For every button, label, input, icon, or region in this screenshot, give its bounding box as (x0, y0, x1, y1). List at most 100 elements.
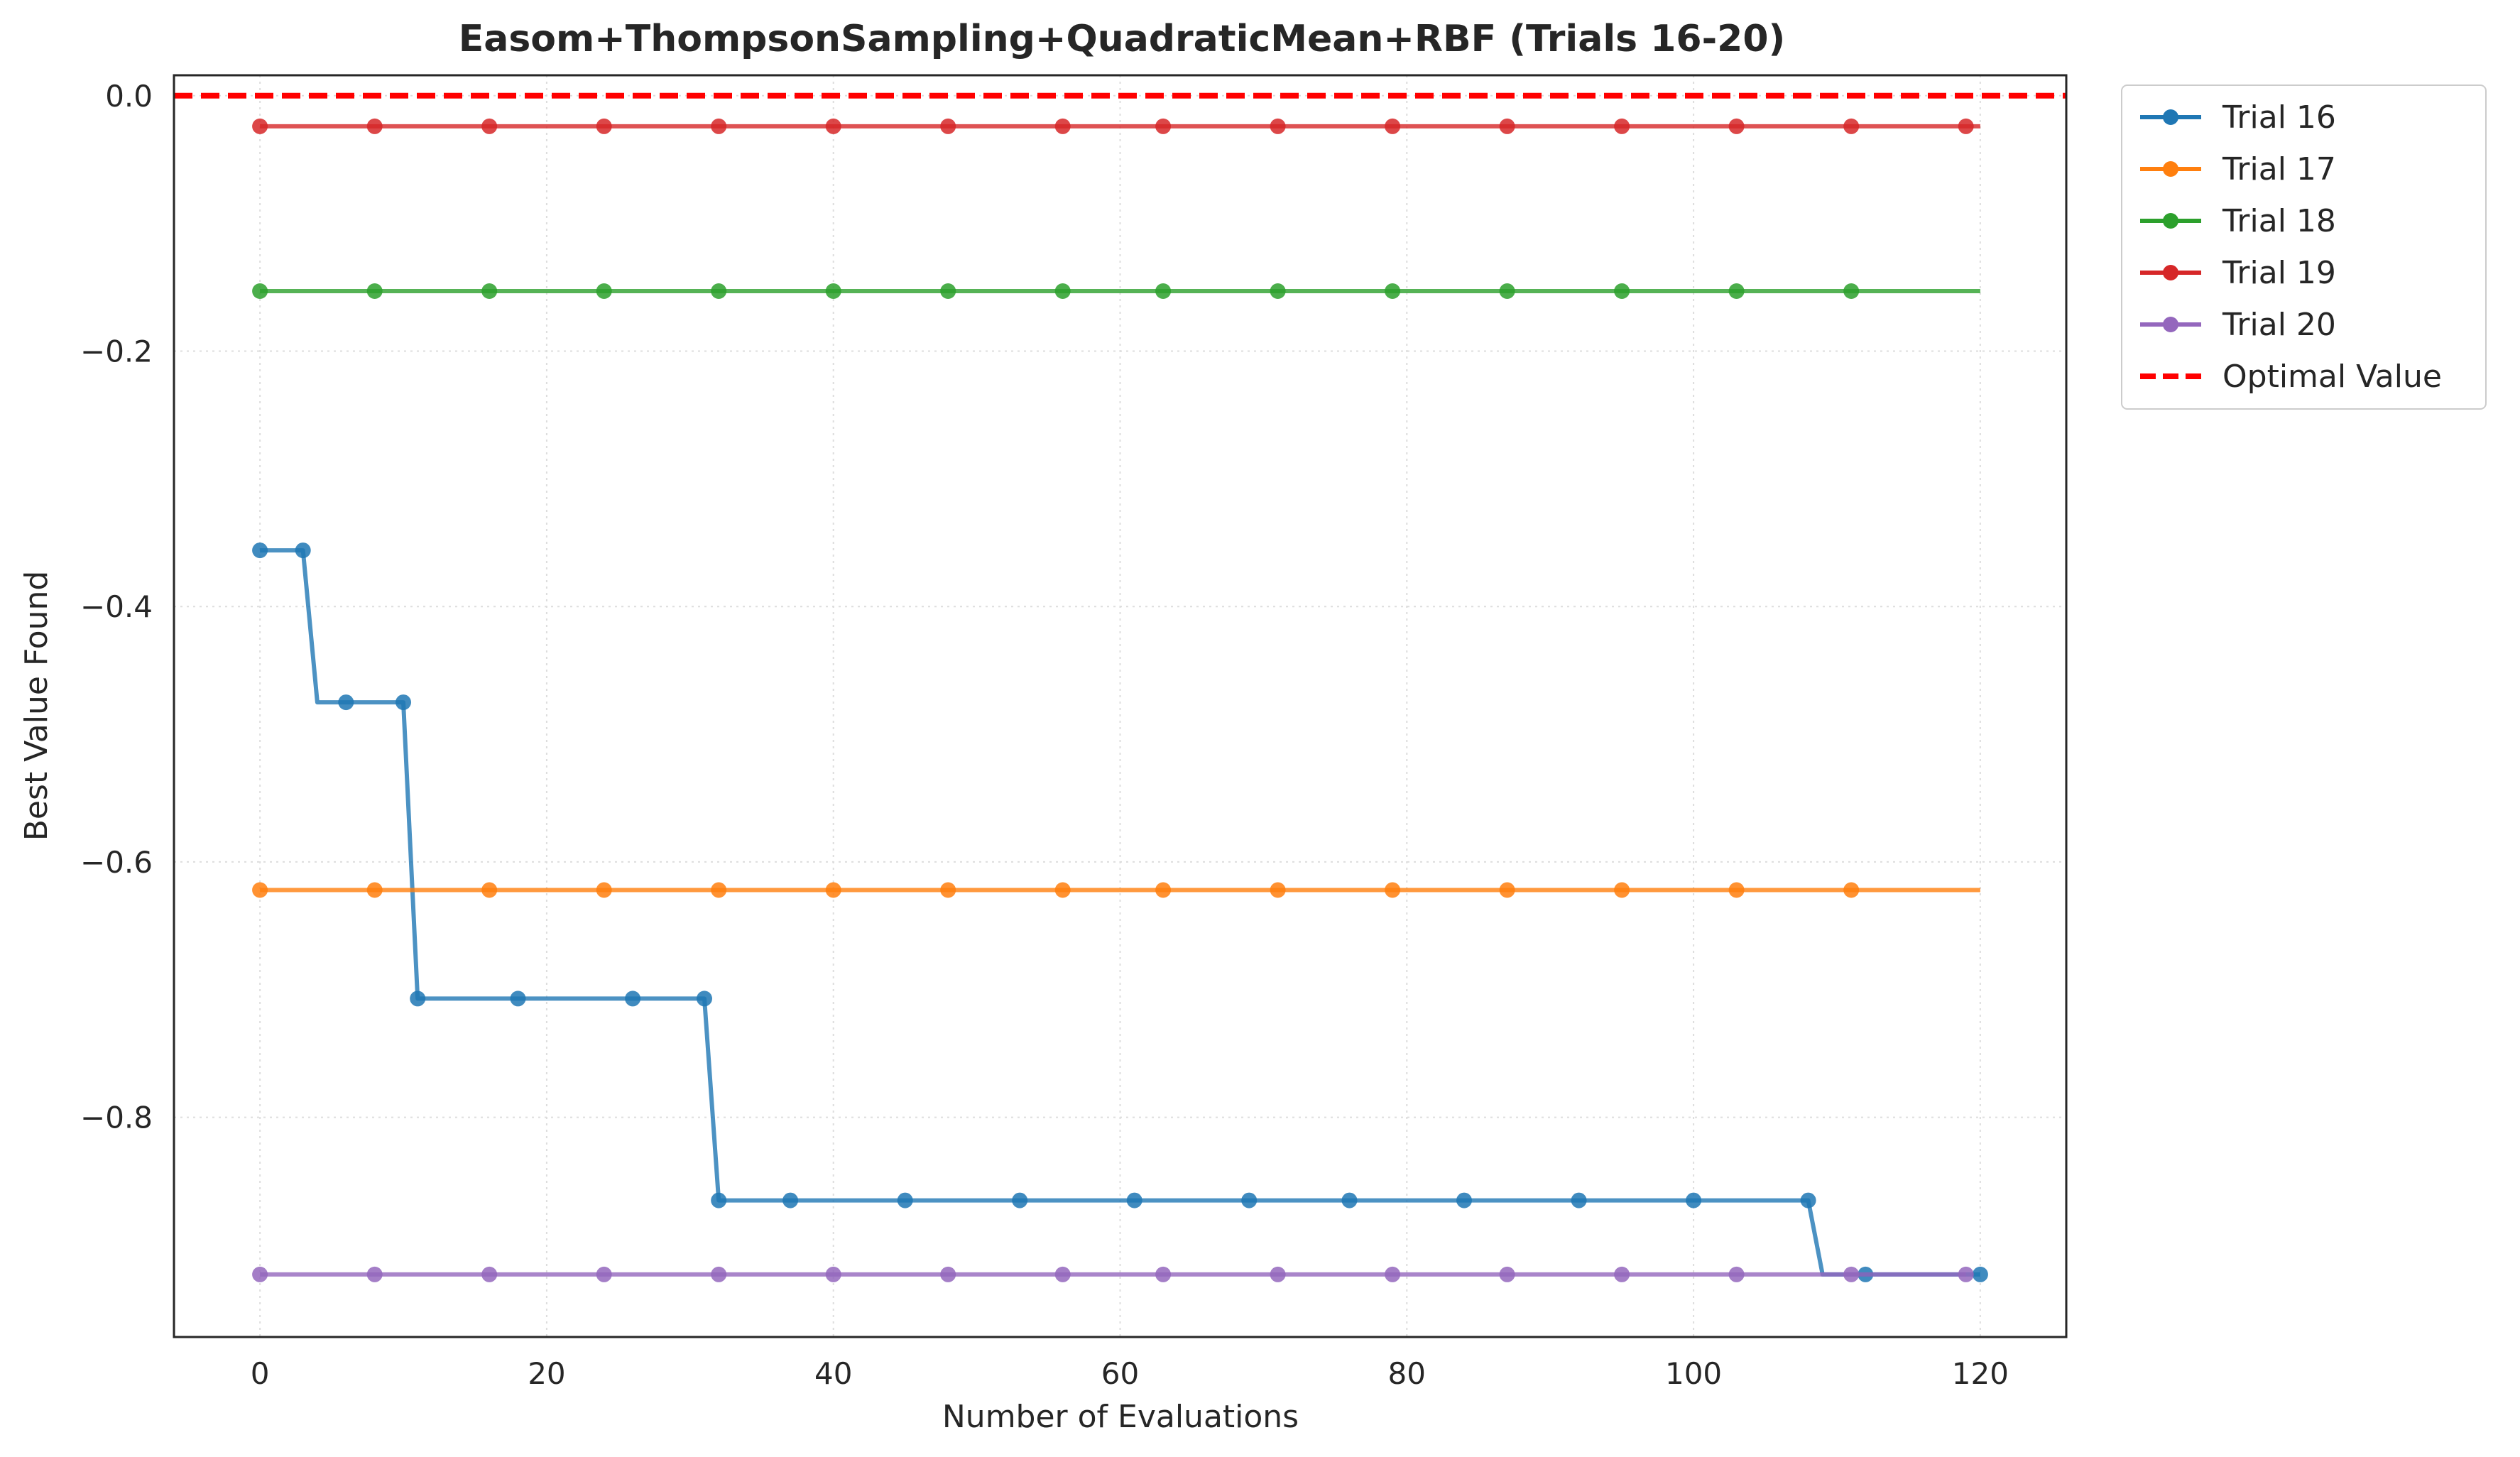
data-point-trial-19 (366, 118, 383, 134)
x-tick-label: 100 (1665, 1356, 1722, 1391)
data-point-trial-16 (697, 991, 712, 1007)
y-axis-label: Best Value Found (18, 571, 55, 841)
data-point-trial-17 (1385, 882, 1401, 898)
data-point-trial-16 (510, 991, 526, 1007)
data-point-trial-20 (366, 1266, 383, 1282)
data-point-trial-18 (1385, 283, 1401, 299)
x-tick-label: 40 (814, 1356, 852, 1391)
data-point-trial-17 (711, 882, 727, 898)
series-trial-17 (252, 882, 1980, 898)
series-trial-19 (252, 118, 1980, 134)
x-tick-label: 60 (1101, 1356, 1139, 1391)
data-point-trial-20 (1958, 1266, 1974, 1282)
data-point-trial-16 (252, 542, 268, 559)
data-point-trial-16 (897, 1192, 913, 1208)
data-point-trial-17 (1054, 882, 1071, 898)
data-point-trial-17 (1270, 882, 1286, 898)
legend-label: Trial 17 (2222, 151, 2336, 187)
data-point-trial-18 (252, 283, 268, 299)
y-tick-label: −0.4 (80, 589, 153, 624)
data-point-trial-16 (1341, 1192, 1358, 1208)
data-point-trial-16 (1241, 1192, 1258, 1208)
data-point-trial-18 (1270, 283, 1286, 299)
data-point-trial-17 (1614, 882, 1630, 898)
data-point-trial-16 (1012, 1192, 1028, 1208)
data-point-trial-19 (940, 118, 956, 134)
data-point-trial-18 (711, 283, 727, 299)
data-point-trial-18 (1155, 283, 1172, 299)
data-point-trial-20 (1054, 1266, 1071, 1282)
data-point-trial-19 (252, 118, 268, 134)
data-point-trial-16 (295, 542, 311, 559)
data-point-trial-18 (1728, 283, 1745, 299)
data-point-trial-16 (396, 694, 411, 711)
data-point-trial-19 (481, 118, 498, 134)
data-point-trial-20 (825, 1266, 841, 1282)
data-point-trial-17 (481, 882, 498, 898)
y-tick-label: −0.2 (80, 334, 153, 369)
plot-frame (173, 74, 2068, 1338)
data-point-trial-18 (1054, 283, 1071, 299)
data-point-trial-16 (711, 1192, 727, 1208)
legend-label: Trial 16 (2222, 99, 2336, 136)
legend-label: Trial 20 (2222, 307, 2336, 343)
legend-entry-trial-18: Trial 18 (2140, 203, 2336, 239)
data-point-trial-17 (1499, 882, 1515, 898)
x-tick-label: 20 (528, 1356, 565, 1391)
data-point-trial-20 (1728, 1266, 1745, 1282)
legend: Trial 16 Trial 17 Trial 18 Trial 19 Trial 20… (2121, 84, 2487, 410)
data-point-trial-17 (252, 882, 268, 898)
data-point-trial-16 (410, 991, 426, 1007)
data-point-trial-19 (1054, 118, 1071, 134)
legend-label: Trial 18 (2222, 203, 2336, 239)
y-tick-label: −0.6 (80, 845, 153, 880)
data-point-trial-16 (625, 991, 641, 1007)
data-point-trial-16 (782, 1192, 799, 1208)
data-point-trial-19 (1499, 118, 1515, 134)
data-point-trial-16 (1800, 1192, 1816, 1208)
data-point-trial-17 (940, 882, 956, 898)
data-point-trial-20 (940, 1266, 956, 1282)
series-trial-16 (252, 542, 1988, 1282)
data-point-trial-19 (1155, 118, 1172, 134)
data-point-trial-18 (596, 283, 612, 299)
data-point-trial-19 (1614, 118, 1630, 134)
data-point-trial-19 (711, 118, 727, 134)
series-group (252, 118, 1988, 1282)
data-point-trial-16 (1972, 1266, 1988, 1282)
data-point-trial-20 (1614, 1266, 1630, 1282)
chart-title: Easom+ThompsonSampling+QuadraticMean+RBF… (459, 18, 1786, 60)
data-point-trial-16 (1456, 1192, 1472, 1208)
legend-entry-trial-17: Trial 17 (2140, 151, 2336, 187)
data-point-trial-16 (1126, 1192, 1142, 1208)
data-point-trial-18 (1843, 283, 1860, 299)
data-point-trial-19 (1843, 118, 1860, 134)
data-point-trial-20 (1843, 1266, 1860, 1282)
legend-label: Trial 19 (2222, 255, 2336, 291)
data-point-trial-19 (825, 118, 841, 134)
y-tick-label: 0.0 (105, 79, 153, 114)
x-tick-label: 120 (1952, 1356, 2009, 1391)
data-point-trial-19 (1385, 118, 1401, 134)
data-point-trial-17 (1843, 882, 1860, 898)
data-point-trial-19 (1958, 118, 1974, 134)
data-point-trial-16 (1571, 1192, 1587, 1208)
y-tick-label: −0.8 (80, 1101, 153, 1135)
series-trial-20 (252, 1266, 1974, 1282)
data-point-trial-18 (1499, 283, 1515, 299)
legend-swatch-marker (2163, 317, 2178, 332)
legend-label: Optimal Value (2222, 359, 2442, 395)
data-point-trial-20 (596, 1266, 612, 1282)
data-point-trial-16 (338, 694, 354, 711)
data-point-trial-20 (1385, 1266, 1401, 1282)
data-point-trial-20 (1270, 1266, 1286, 1282)
data-point-trial-20 (711, 1266, 727, 1282)
series-trial-18 (252, 283, 1980, 299)
data-point-trial-20 (1155, 1266, 1172, 1282)
data-point-trial-18 (481, 283, 498, 299)
legend-swatch-marker (2163, 109, 2178, 125)
legend-swatch-marker (2163, 213, 2178, 229)
data-point-trial-18 (1614, 283, 1630, 299)
legend-entry-trial-16: Trial 16 (2140, 99, 2336, 136)
